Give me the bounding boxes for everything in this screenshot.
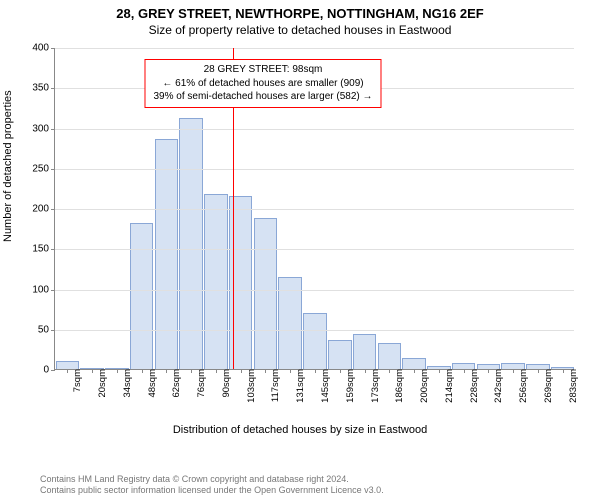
xtick-mark: [117, 369, 118, 373]
annotation-box: 28 GREY STREET: 98sqm← 61% of detached h…: [144, 59, 381, 108]
histogram-bar: [353, 334, 377, 369]
gridline: [55, 48, 574, 49]
xtick-label: 7sqm: [70, 369, 83, 392]
xtick-mark: [315, 369, 316, 373]
histogram-bar: [130, 223, 154, 370]
xtick-mark: [290, 369, 291, 373]
xtick-label: 242sqm: [491, 369, 504, 403]
xtick-mark: [191, 369, 192, 373]
xtick-label: 90sqm: [219, 369, 232, 398]
xtick-mark: [488, 369, 489, 373]
gridline: [55, 249, 574, 250]
xtick-label: 283sqm: [566, 369, 579, 403]
annotation-line3: 39% of semi-detached houses are larger (…: [153, 90, 372, 104]
xtick-mark: [513, 369, 514, 373]
xtick-label: 34sqm: [120, 369, 133, 398]
xtick-label: 200sqm: [417, 369, 430, 403]
xtick-label: 20sqm: [95, 369, 108, 398]
xtick-label: 76sqm: [194, 369, 207, 398]
histogram-bar: [254, 218, 278, 369]
ytick-label: 250: [32, 163, 55, 174]
gridline: [55, 209, 574, 210]
xtick-mark: [265, 369, 266, 373]
xtick-label: 62sqm: [169, 369, 182, 398]
ytick-label: 50: [38, 324, 55, 335]
x-axis-label: Distribution of detached houses by size …: [0, 424, 600, 436]
histogram-bar: [378, 343, 402, 369]
xtick-mark: [166, 369, 167, 373]
xtick-mark: [389, 369, 390, 373]
title-line1: 28, GREY STREET, NEWTHORPE, NOTTINGHAM, …: [0, 6, 600, 21]
plot-area: 0501001502002503003504007sqm20sqm34sqm48…: [54, 48, 574, 370]
xtick-label: 214sqm: [442, 369, 455, 403]
ytick-label: 300: [32, 123, 55, 134]
footer-line2: Contains public sector information licen…: [40, 485, 600, 496]
xtick-mark: [340, 369, 341, 373]
histogram-bar: [155, 139, 179, 369]
histogram-bar: [303, 313, 327, 369]
ytick-label: 150: [32, 244, 55, 255]
xtick-label: 117sqm: [268, 369, 281, 402]
xtick-label: 186sqm: [392, 369, 405, 403]
xtick-label: 256sqm: [516, 369, 529, 403]
xtick-mark: [142, 369, 143, 373]
annotation-line2: ← 61% of detached houses are smaller (90…: [153, 77, 372, 91]
ytick-label: 350: [32, 83, 55, 94]
ytick-label: 0: [43, 365, 55, 376]
gridline: [55, 129, 574, 130]
footer-line1: Contains HM Land Registry data © Crown c…: [40, 474, 600, 485]
xtick-mark: [241, 369, 242, 373]
histogram-bar: [56, 361, 80, 369]
xtick-mark: [67, 369, 68, 373]
xtick-mark: [464, 369, 465, 373]
xtick-mark: [216, 369, 217, 373]
xtick-label: 173sqm: [368, 369, 381, 403]
xtick-mark: [439, 369, 440, 373]
gridline: [55, 169, 574, 170]
xtick-label: 145sqm: [318, 369, 331, 403]
y-axis-label: Number of detached properties: [2, 90, 14, 242]
gridline: [55, 330, 574, 331]
ytick-label: 100: [32, 284, 55, 295]
xtick-label: 131sqm: [293, 369, 306, 403]
title-line2: Size of property relative to detached ho…: [0, 23, 600, 37]
xtick-label: 228sqm: [467, 369, 480, 403]
histogram-bar: [179, 118, 203, 369]
gridline: [55, 290, 574, 291]
attribution-footer: Contains HM Land Registry data © Crown c…: [0, 474, 600, 497]
ytick-label: 400: [32, 43, 55, 54]
ytick-label: 200: [32, 204, 55, 215]
histogram-bar: [204, 194, 228, 369]
xtick-mark: [414, 369, 415, 373]
xtick-mark: [538, 369, 539, 373]
histogram-bar: [402, 358, 426, 369]
histogram-bar: [328, 340, 352, 369]
xtick-label: 48sqm: [145, 369, 158, 398]
chart-container: Number of detached properties 0501001502…: [0, 42, 600, 442]
xtick-label: 269sqm: [541, 369, 554, 403]
histogram-bar: [278, 277, 302, 369]
xtick-label: 103sqm: [244, 369, 257, 403]
xtick-mark: [365, 369, 366, 373]
xtick-label: 159sqm: [343, 369, 356, 403]
chart-title-block: 28, GREY STREET, NEWTHORPE, NOTTINGHAM, …: [0, 0, 600, 37]
xtick-mark: [563, 369, 564, 373]
annotation-line1: 28 GREY STREET: 98sqm: [153, 63, 372, 77]
xtick-mark: [92, 369, 93, 373]
